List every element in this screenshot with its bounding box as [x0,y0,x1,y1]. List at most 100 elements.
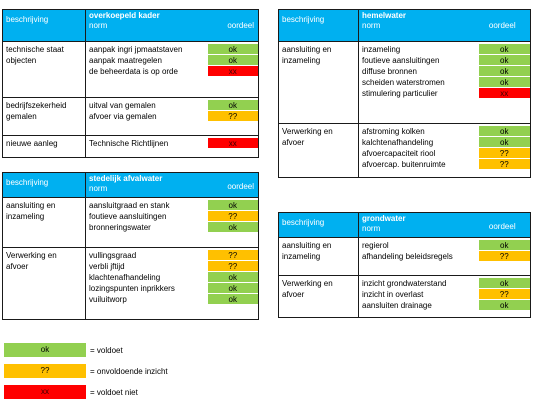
legend-swatch-warn: ?? [4,364,86,378]
header-beschrijving: beschrijving [2,172,86,198]
norm-item: foutieve aansluitingen [89,212,167,221]
row-judgements: ok ok ok ok xx [478,41,531,124]
table-row: Verwerking en afvoer afstroming kolken kalc… [278,123,531,178]
norm-item: verbli jftijd [89,262,125,271]
header-beschrijving: beschrijving [278,9,359,42]
description-line: aansluiting en [282,45,332,54]
description-line: Verwerking en [6,251,57,260]
norm-item: Technische Richtlijnen [89,139,169,148]
norm-item: inzicht grondwaterstand [362,279,447,288]
row-description: nieuwe aanleg [2,135,86,158]
table-grondwater: beschrijving grondwater norm oordeel aans… [278,212,531,318]
judgement-badge-warn: ?? [207,211,258,222]
table-overkoepeld-kader: beschrijving overkoepeld kader norm oorde… [2,9,259,158]
judgement-badge-ok: ok [478,44,530,55]
description-line: inzameling [282,252,321,261]
row-description: technische staat objecten [2,41,86,98]
description-line: aansluiting en [282,241,332,250]
judgement-badge-ok: ok [207,272,258,283]
norm-item: diffuse bronnen [362,67,418,76]
row-norms: Technische Richtlijnen [85,135,208,158]
legend-label: = voldoet niet [90,387,138,397]
judgement-badge-warn: ?? [207,261,258,272]
judgement-badge-ok: ok [207,222,258,233]
row-norms: aansluitgraad en stank foutieve aansluiti… [85,197,208,248]
judgement-badge-bad: xx [478,88,530,99]
row-description: aansluiting en inzameling [278,41,359,124]
norm-item: aanpak maatregelen [89,56,162,65]
judgement-badge-warn: ?? [478,289,530,300]
norm-item: inzicht in overlast [362,290,424,299]
norm-item: afvoer via gemalen [89,112,157,121]
description-line: inzameling [6,212,45,221]
header-beschrijving: beschrijving [2,9,86,42]
table-header: beschrijving grondwater norm oordeel [278,212,531,238]
judgement-badge-bad: xx [207,66,258,77]
judgement-badge-ok: ok [207,200,258,211]
judgement-badge-ok: ok [207,44,258,55]
row-judgements: ok ok???? [478,123,531,178]
judgement-badge-ok: ok [478,278,530,289]
table-row: aansluiting en inzameling aansluitgraad en… [2,197,259,248]
row-judgements: xx [207,135,259,158]
row-description: bedrijfszekerheid gemalen [2,97,86,136]
row-judgements: ok?? ok [207,197,259,248]
judgement-badge-bad: xx [207,138,258,149]
table-row: Verwerking en afvoer inzicht grondwatersta… [278,275,531,318]
judgement-badge-ok: ok [478,126,530,137]
row-norms: afstroming kolken kalchtenafhandeling afvo… [358,123,479,178]
table-row: aansluiting en inzameling inzameling foutie… [278,41,531,124]
row-description: Verwerking en afvoer [2,247,86,320]
legend-item: ?? = onvoldoende inzicht [4,364,244,378]
row-norms: uitval van gemalen afvoer via gemalen [85,97,208,136]
row-description: Verwerking en afvoer [278,275,359,318]
legend-label: = voldoet [90,345,123,355]
judgement-badge-ok: ok [478,240,530,251]
description-line: technische staat [6,45,64,54]
table-stedelijk-afvalwater: beschrijving stedelijk afvalwater norm oo… [2,172,259,320]
judgement-badge-ok: ok [207,100,258,111]
judgement-badge-warn: ?? [207,111,258,122]
description-line: gemalen [6,112,37,121]
description-line: Verwerking en [282,127,333,136]
header-oordeel: oordeel [478,9,531,42]
table-row: bedrijfszekerheid gemalen uitval van gemal… [2,97,259,136]
norm-item: afstroming kolken [362,127,425,136]
description-line: afvoer [282,138,305,147]
norm-item: scheiden waterstromen [362,78,445,87]
table-header: beschrijving hemelwater norm oordeel [278,9,531,42]
table-row: nieuwe aanleg Technische Richtlijnen xx [2,135,259,158]
row-judgements: ok?? [478,237,531,276]
description-line: afvoer [6,262,29,271]
table-row: Verwerking en afvoer vullingsgraad verbli j… [2,247,259,320]
norm-item: vullingsgraad [89,251,137,260]
judgement-badge-ok: ok [207,283,258,294]
norm-item: afvoercapaciteit riool [362,149,436,158]
norm-item: afhandeling beleidsregels [362,252,453,261]
description-line: bedrijfszekerheid [6,101,67,110]
row-norms: inzicht grondwaterstand inzicht in overla… [358,275,479,318]
judgement-badge-ok: ok [207,55,258,66]
judgement-badge-ok: ok [478,66,530,77]
description-line: afvoer [282,290,305,299]
judgement-badge-ok: ok [478,55,530,66]
header-beschrijving: beschrijving [278,212,359,238]
row-judgements: ok ok xx [207,41,259,98]
table-hemelwater: beschrijving hemelwater norm oordeel aans… [278,9,531,178]
legend-item: xx = voldoet niet [4,385,244,399]
header-title: grondwater norm [358,212,479,238]
row-description: aansluiting en inzameling [2,197,86,248]
judgement-badge-ok: ok [478,300,530,311]
header-title: stedelijk afvalwater norm [85,172,208,198]
judgement-badge-ok: ok [478,77,530,88]
norm-item: kalchtenafhandeling [362,138,434,147]
norm-item: inzameling [362,45,401,54]
norm-item: vuiluitworp [89,295,127,304]
norm-item: de beheerdata is op orde [89,67,178,76]
norm-item: foutieve aansluitingen [362,56,440,65]
row-norms: regierol afhandeling beleidsregels [358,237,479,276]
legend-label: = onvoldoende inzicht [90,366,168,376]
description-line: aansluiting en [6,201,56,210]
row-description: Verwerking en afvoer [278,123,359,178]
row-norms: aanpak ingri jpmaatstaven aanpak maatrege… [85,41,208,98]
